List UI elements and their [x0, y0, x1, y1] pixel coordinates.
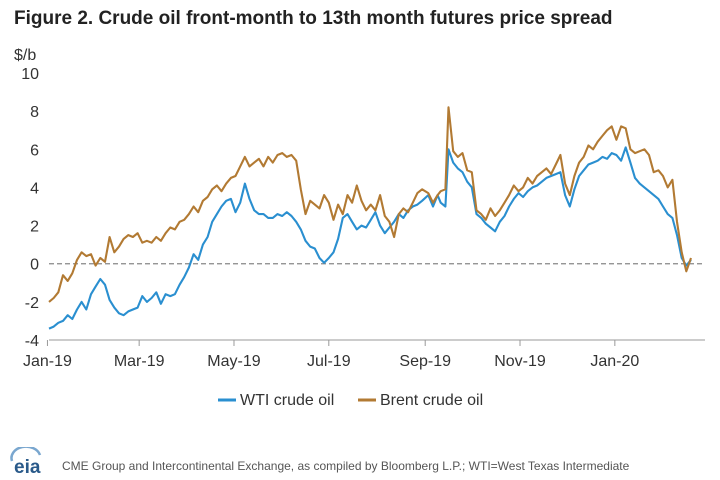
series-group	[48, 106, 692, 330]
eia-logo-text: eia	[14, 457, 41, 477]
legend: WTI crude oil Brent crude oil	[218, 392, 483, 409]
eia-logo: eia	[10, 447, 42, 477]
y-tick-label: 6	[30, 142, 39, 159]
y-tick-label: 0	[30, 257, 39, 274]
x-tick-label: Jan-19	[23, 353, 72, 370]
y-axis-ticks: -4 -2 0 2 4 6 8 10	[21, 66, 39, 350]
x-tick-label: Sep-19	[399, 353, 451, 370]
legend-label: Brent crude oil	[380, 392, 483, 409]
y-tick-label: 4	[30, 180, 39, 197]
series-line-brent	[48, 106, 692, 303]
legend-label: WTI crude oil	[240, 392, 334, 409]
source-note: CME Group and Intercontinental Exchange,…	[62, 459, 630, 473]
chart-title: Figure 2. Crude oil front-month to 13th …	[14, 8, 613, 29]
x-axis: Jan-19 Mar-19 May-19 Jul-19 Sep-19 Nov-19 Jan-…	[23, 339, 705, 370]
series-line-wti	[48, 146, 692, 330]
x-tick-label: Jul-19	[307, 353, 351, 370]
y-tick-label: -4	[25, 333, 39, 350]
x-tick-label: Mar-19	[114, 353, 165, 370]
y-tick-label: 10	[21, 66, 39, 83]
y-tick-label: 2	[30, 219, 39, 236]
y-tick-label: 8	[30, 104, 39, 121]
y-tick-label: -2	[25, 295, 39, 312]
x-tick-label: May-19	[207, 353, 260, 370]
y-axis-unit: $/b	[14, 47, 36, 64]
x-tick-label: Nov-19	[494, 353, 546, 370]
chart: $/b -4 -2 0 2 4 6 8 10 Jan-19 Mar-19 May-19 Jul-19…	[14, 47, 705, 409]
x-tick-label: Jan-20	[590, 353, 639, 370]
eia-logo-arc	[10, 447, 42, 462]
